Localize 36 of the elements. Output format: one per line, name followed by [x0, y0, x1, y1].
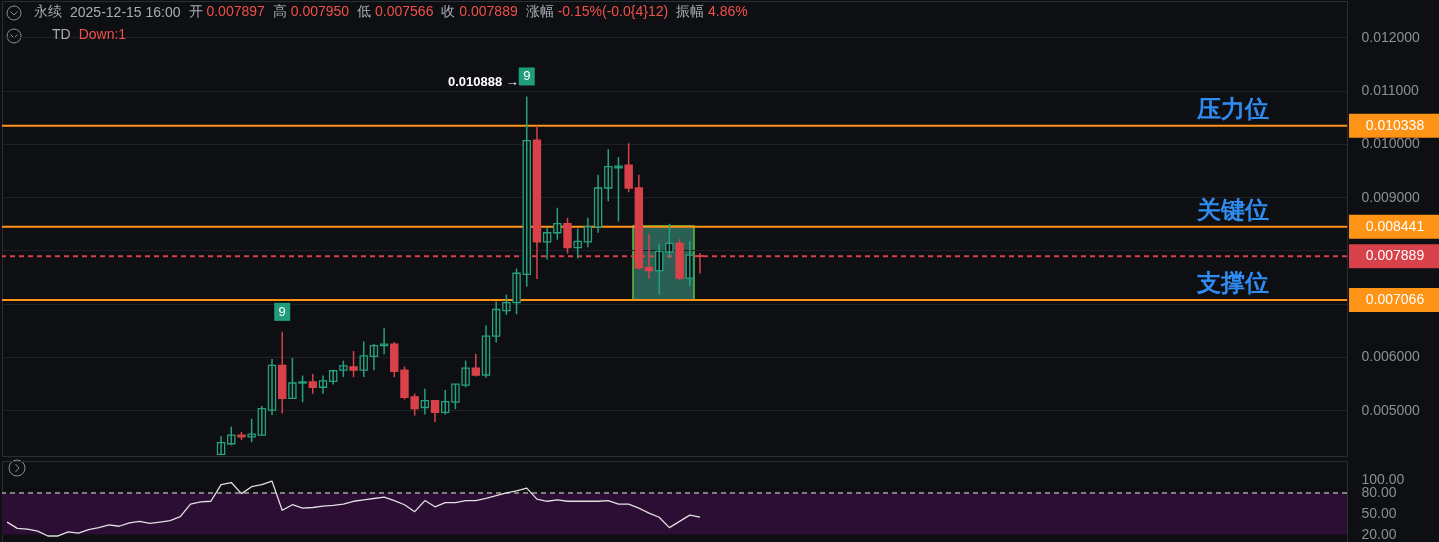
annotation: 涨幅 -0.15%(-0.0{4}12)	[525, 3, 669, 19]
candlestick	[665, 222, 674, 259]
annotation: TD	[52, 26, 71, 42]
y-tick-label: 0.009000	[1361, 188, 1421, 205]
y-tick-label: 50.00	[1361, 505, 1397, 522]
annotation: 0.010888 →	[447, 74, 519, 90]
y-tick-label: 0.011000	[1361, 82, 1420, 99]
y-tick-label: 0.012000	[1361, 28, 1421, 45]
annotation: 高 0.007950	[272, 3, 350, 19]
candlestick	[563, 217, 572, 255]
candlestick	[553, 206, 562, 241]
annotation: 9	[278, 303, 286, 319]
ref-line-label: 0.007889	[1365, 247, 1425, 264]
ref-line-label: 0.007066	[1365, 291, 1425, 308]
candlestick	[624, 142, 633, 194]
y-tick-label: 80.00	[1361, 484, 1397, 501]
ref-line-label: 0.010338	[1365, 116, 1425, 133]
y-tick-label: 0.006000	[1361, 348, 1421, 365]
annotation: 2025-12-15 16:00	[70, 4, 181, 20]
y-tick-label: 100.00	[1361, 470, 1405, 487]
annotation: 开 0.007897	[188, 3, 265, 19]
annotation: 支撑位	[1196, 269, 1269, 298]
candlestick	[349, 350, 358, 378]
annotation: 永续	[34, 3, 62, 21]
annotation: 低 0.007566	[357, 3, 434, 19]
annotation: 压力位	[1196, 94, 1269, 123]
annotation: 9	[523, 68, 531, 84]
line-series	[6, 480, 701, 537]
annotation: 关键位	[1196, 195, 1269, 224]
y-tick-label: 0.005000	[1361, 401, 1421, 418]
y-tick-label: 0.010000	[1361, 135, 1421, 152]
annotation: Down:1	[78, 26, 127, 42]
annotation: 收 0.007889	[441, 3, 518, 19]
annotation: 振幅 4.86%	[676, 3, 748, 19]
ref-line-label: 0.008441	[1365, 217, 1425, 234]
y-tick-label: 20.00	[1361, 526, 1397, 542]
